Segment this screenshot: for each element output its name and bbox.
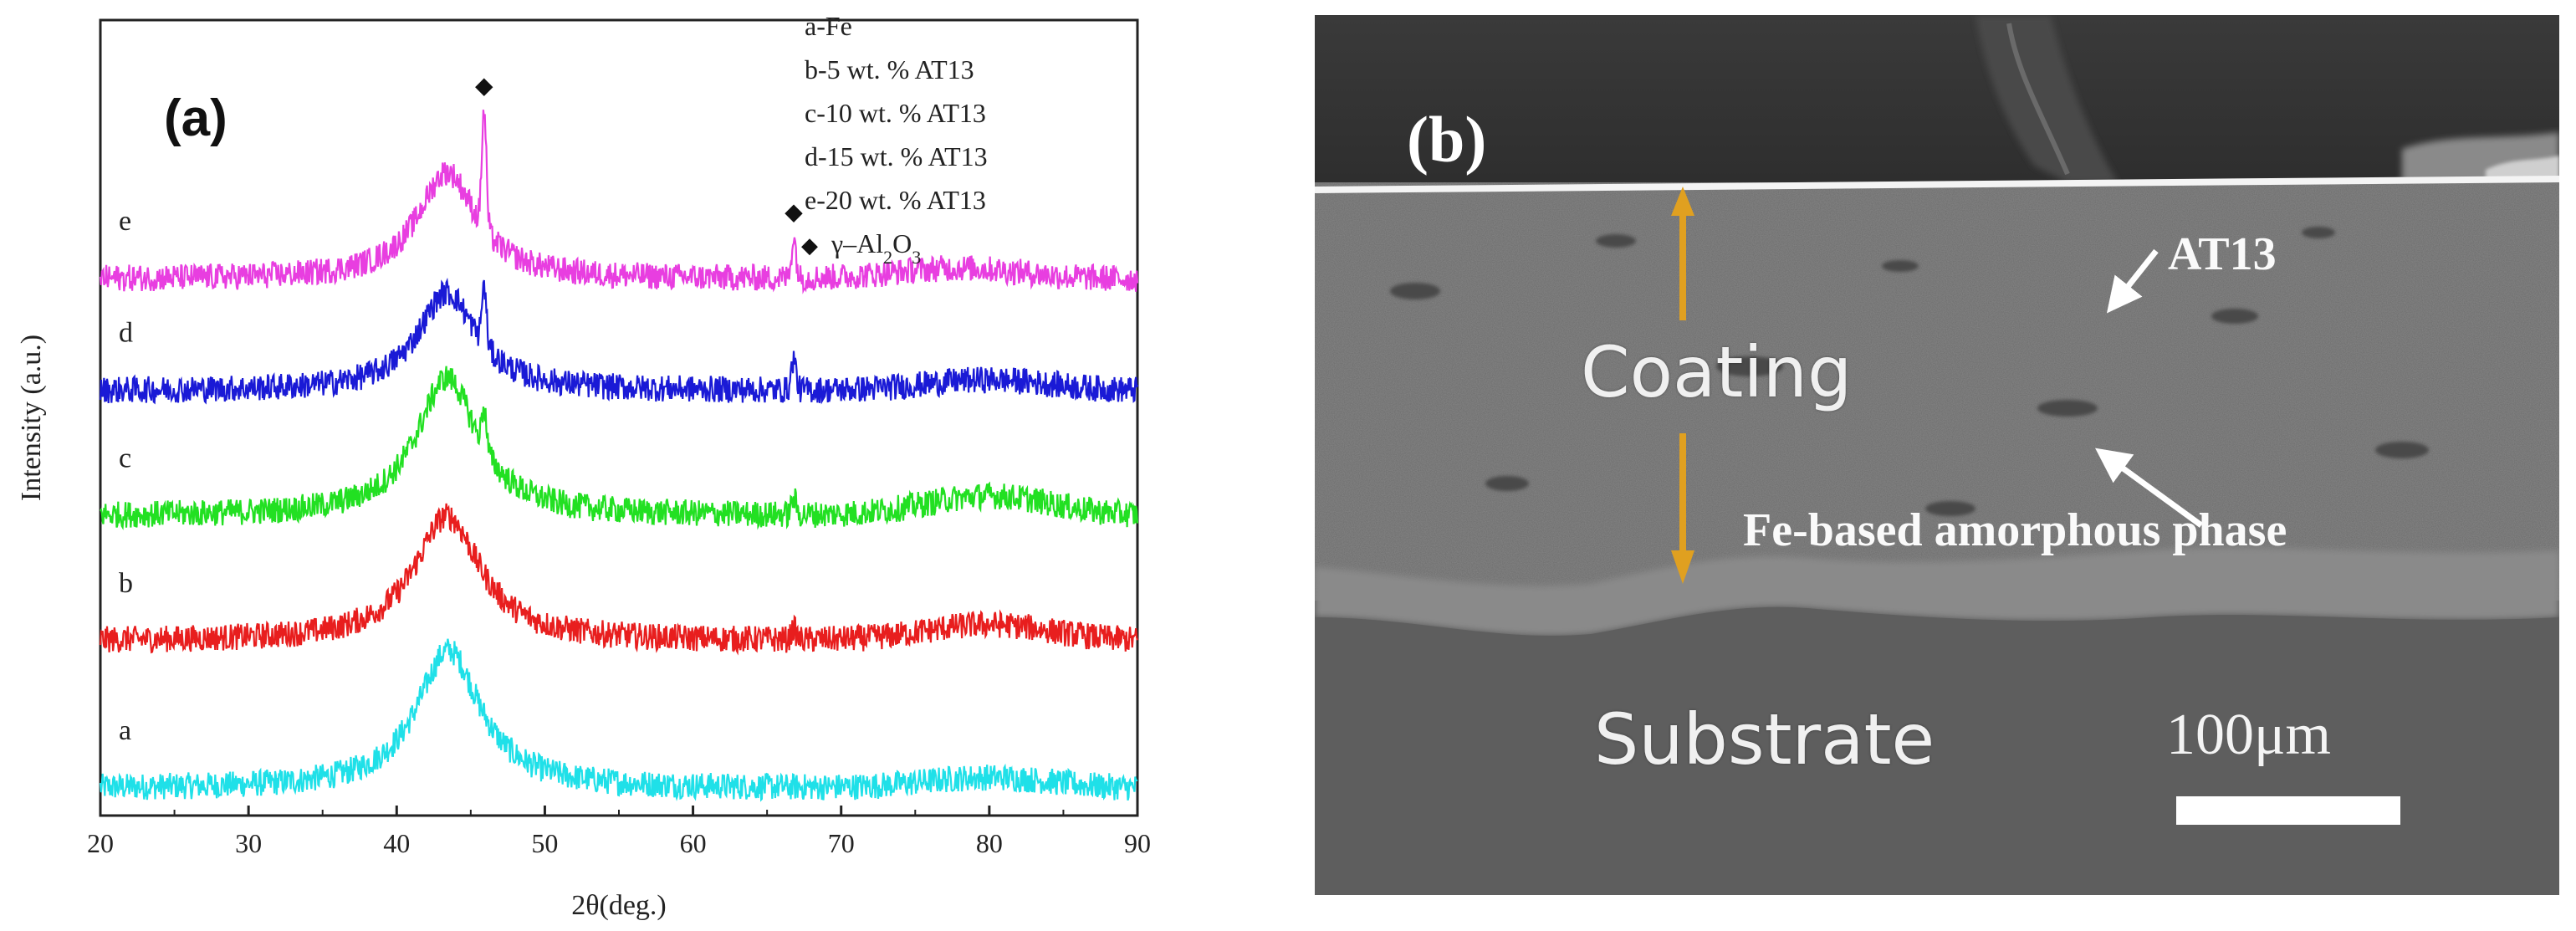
- series-label-a: a: [119, 715, 131, 746]
- sem-top-debris-2: [2486, 156, 2559, 182]
- sem-micrograph: [1315, 15, 2559, 895]
- legend-item: e-20 wt. % AT13: [805, 185, 986, 215]
- y-axis-label: Intensity (a.u.): [16, 335, 47, 501]
- x-tick-label: 70: [828, 828, 855, 858]
- legend-item: d-15 wt. % AT13: [805, 141, 988, 171]
- series-line-b: [99, 503, 1139, 656]
- substrate-label: Substrate: [1594, 698, 1935, 780]
- sem-surface-line: [1315, 176, 2559, 193]
- legend-item: a-Fe: [805, 11, 852, 41]
- scale-bar-label: 100μm: [2166, 703, 2331, 767]
- x-tick-label: 60: [680, 828, 707, 858]
- series-label-c: c: [119, 442, 131, 473]
- amorphous-arrow: [2095, 448, 2204, 528]
- amorphous-phase-label: Fe-based amorphous phase: [1743, 504, 2287, 556]
- series-line-d: [99, 277, 1139, 405]
- series-label-d: d: [119, 318, 133, 349]
- sem-top-region: [1315, 15, 2559, 182]
- panel-b-label: (b): [1407, 103, 1487, 176]
- legend-item: c-10 wt. % AT13: [805, 98, 986, 128]
- plot-frame: [99, 18, 1139, 817]
- x-tick-label: 80: [976, 828, 1003, 858]
- sem-interface-band: [1315, 548, 2559, 637]
- series-label-e: e: [119, 206, 131, 237]
- coating-label: Coating: [1581, 331, 1853, 413]
- x-axis-label: 2θ(deg.): [571, 890, 667, 921]
- sem-top-texture: [1975, 15, 2118, 182]
- coating-thickness-arrows: [1671, 187, 1694, 584]
- at13-arrow: [2106, 248, 2159, 314]
- series-line-c: [100, 366, 1139, 530]
- xrd-chart: a b c d e 20 30 40 50 60 70 80 90 2θ(deg.) Intensity …: [16, 11, 1151, 921]
- series-line-a: [99, 638, 1138, 802]
- panel-a-label: (a): [164, 90, 227, 147]
- legend-item: b-5 wt. % AT13: [805, 54, 974, 84]
- series-line-e: [99, 110, 1139, 294]
- x-tick-label: 50: [531, 828, 558, 858]
- x-tick-label: 90: [1124, 828, 1151, 858]
- sem-image: (b) AT13 Coating Fe-based amorphous phas…: [1315, 15, 2559, 895]
- x-tick-label: 40: [383, 828, 410, 858]
- at13-label: AT13: [2168, 228, 2277, 280]
- scale-bar: [2176, 796, 2400, 825]
- peak-marker: ◆: [785, 197, 803, 225]
- series-label-b: b: [119, 568, 133, 599]
- x-tick-label: 20: [87, 828, 114, 858]
- sem-coating-grain: [1315, 182, 2559, 601]
- legend-marker-label: γ–Al2O3: [831, 228, 921, 268]
- legend-marker-symbol: ◆: [801, 233, 818, 258]
- x-tick-label: 30: [235, 828, 262, 858]
- sem-coating-spots: [1390, 227, 2429, 516]
- sem-substrate-region: [1315, 606, 2559, 895]
- sem-top-fiber: [2006, 23, 2070, 176]
- peak-marker: ◆: [475, 71, 493, 99]
